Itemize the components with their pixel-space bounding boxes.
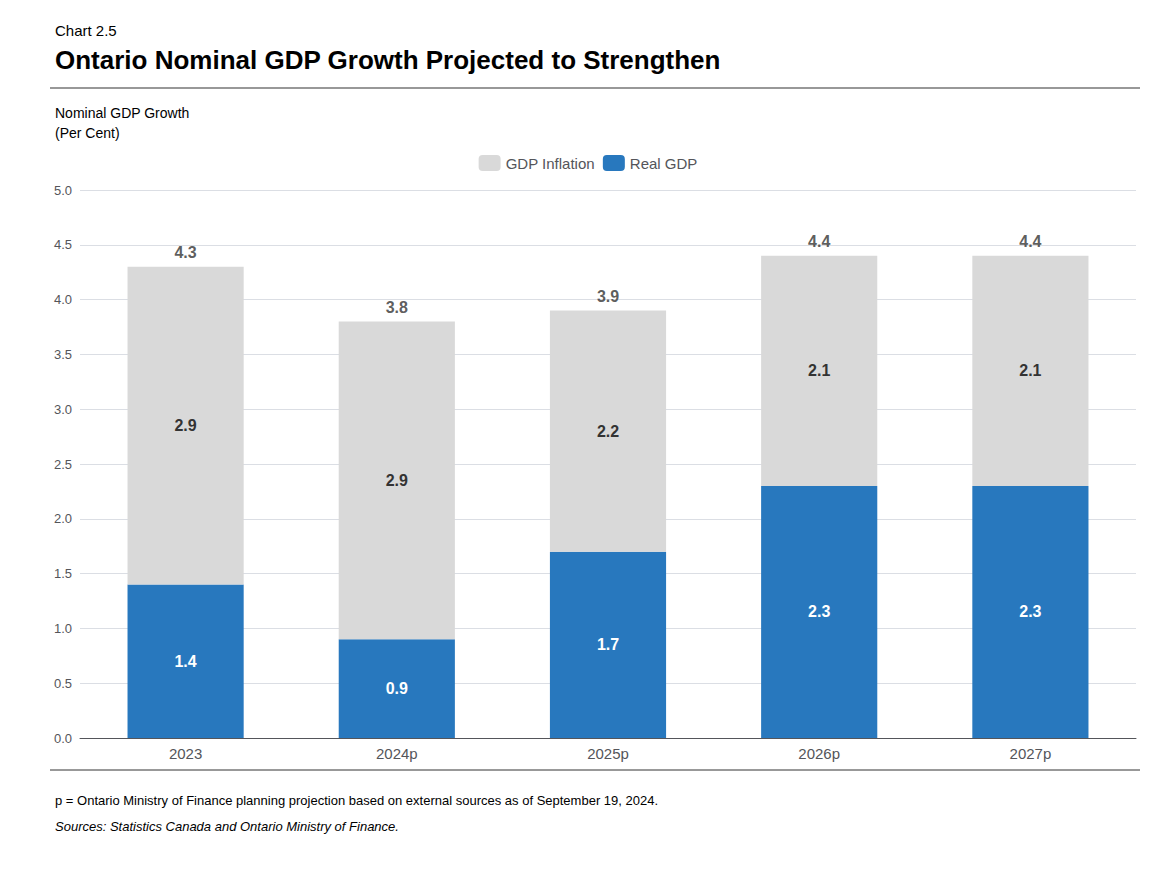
svg-text:1.5: 1.5 bbox=[54, 566, 72, 581]
svg-text:0.0: 0.0 bbox=[54, 731, 72, 746]
svg-text:2.5: 2.5 bbox=[54, 457, 72, 472]
svg-text:1.7: 1.7 bbox=[597, 636, 619, 653]
svg-text:Chart 2.5: Chart 2.5 bbox=[55, 22, 117, 39]
svg-text:1.0: 1.0 bbox=[54, 621, 72, 636]
svg-text:p = Ontario Ministry of Financ: p = Ontario Ministry of Finance planning… bbox=[55, 793, 658, 808]
svg-text:2027p: 2027p bbox=[1010, 745, 1052, 762]
svg-text:4.3: 4.3 bbox=[174, 244, 196, 261]
svg-text:2.3: 2.3 bbox=[1019, 603, 1041, 620]
svg-text:2.1: 2.1 bbox=[808, 362, 830, 379]
svg-text:Real GDP: Real GDP bbox=[630, 155, 698, 172]
svg-text:2023: 2023 bbox=[169, 745, 202, 762]
svg-text:2.1: 2.1 bbox=[1019, 362, 1041, 379]
svg-text:3.5: 3.5 bbox=[54, 347, 72, 362]
svg-text:Sources: Statistics Canada and: Sources: Statistics Canada and Ontario M… bbox=[55, 819, 399, 834]
svg-text:2.3: 2.3 bbox=[808, 603, 830, 620]
svg-text:3.8: 3.8 bbox=[386, 299, 408, 316]
svg-text:2024p: 2024p bbox=[376, 745, 418, 762]
svg-text:1.4: 1.4 bbox=[174, 653, 196, 670]
svg-text:Nominal GDP Growth: Nominal GDP Growth bbox=[55, 105, 189, 121]
svg-text:3.0: 3.0 bbox=[54, 402, 72, 417]
svg-text:0.9: 0.9 bbox=[386, 680, 408, 697]
svg-text:2026p: 2026p bbox=[798, 745, 840, 762]
svg-text:3.9: 3.9 bbox=[597, 288, 619, 305]
svg-text:Ontario Nominal GDP Growth Pro: Ontario Nominal GDP Growth Projected to … bbox=[55, 45, 720, 75]
svg-text:2.9: 2.9 bbox=[174, 417, 196, 434]
svg-text:2025p: 2025p bbox=[587, 745, 629, 762]
svg-text:4.4: 4.4 bbox=[808, 233, 830, 250]
svg-text:4.5: 4.5 bbox=[54, 237, 72, 252]
svg-text:2.0: 2.0 bbox=[54, 511, 72, 526]
svg-text:0.5: 0.5 bbox=[54, 676, 72, 691]
svg-text:4.0: 4.0 bbox=[54, 292, 72, 307]
svg-text:4.4: 4.4 bbox=[1019, 233, 1041, 250]
svg-text:2.2: 2.2 bbox=[597, 423, 619, 440]
svg-text:5.0: 5.0 bbox=[54, 183, 72, 198]
svg-text:GDP Inflation: GDP Inflation bbox=[506, 155, 595, 172]
svg-text:(Per Cent): (Per Cent) bbox=[55, 125, 120, 141]
svg-text:2.9: 2.9 bbox=[386, 472, 408, 489]
